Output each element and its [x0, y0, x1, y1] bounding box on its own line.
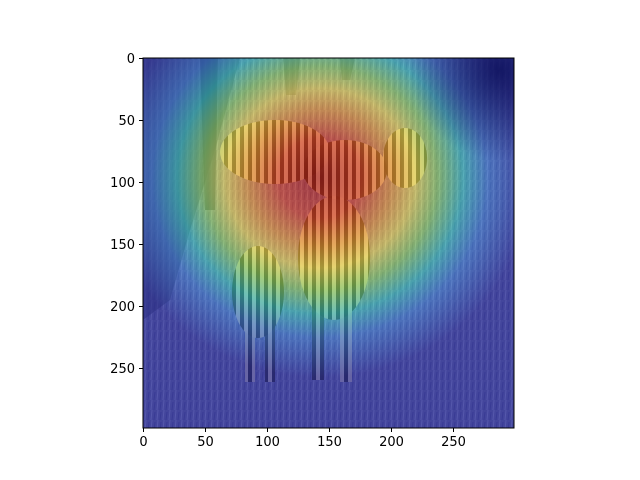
y-tick-label: 100 — [110, 176, 135, 191]
x-tick-label: 200 — [379, 435, 404, 450]
x-tick-label: 250 — [441, 435, 466, 450]
x-tick-label: 0 — [139, 435, 147, 450]
y-tick-label: 250 — [110, 362, 135, 377]
x-tick-label: 50 — [197, 435, 214, 450]
y-tick-label: 0 — [127, 52, 135, 67]
x-axis: 0 50 100 150 200 250 — [139, 428, 466, 450]
x-tick-label: 100 — [255, 435, 280, 450]
y-tick-label: 150 — [110, 238, 135, 253]
y-tick-label: 200 — [110, 300, 135, 315]
y-axis: 0 50 100 150 200 250 — [110, 52, 143, 377]
y-tick-label: 50 — [118, 114, 135, 129]
heatmap-image — [143, 58, 514, 428]
x-tick-label: 150 — [317, 435, 342, 450]
axes-frame — [142, 57, 515, 429]
